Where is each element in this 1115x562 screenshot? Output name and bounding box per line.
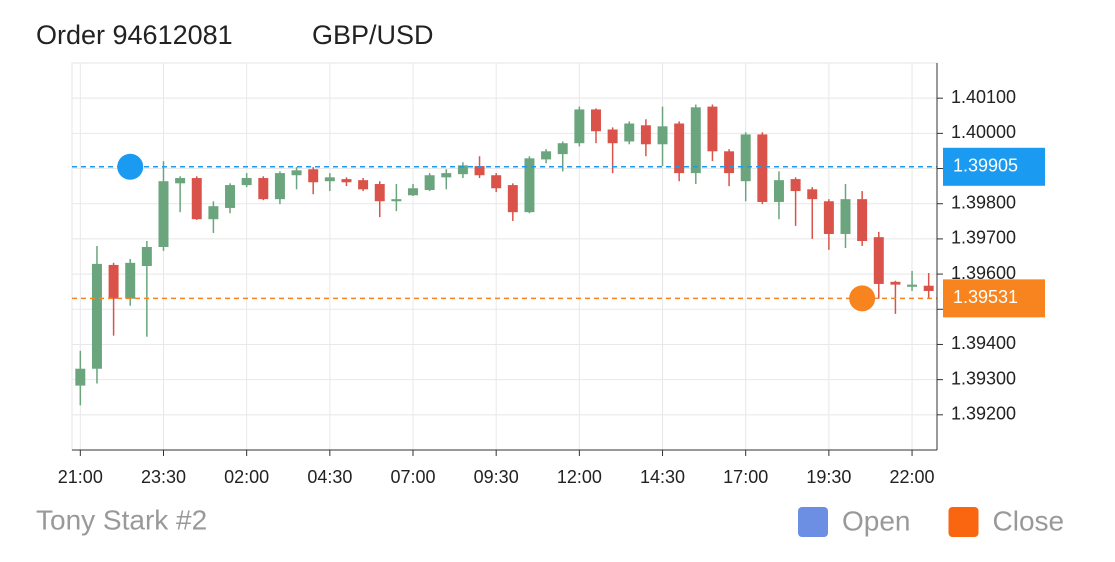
candle-body xyxy=(740,134,751,182)
candle-body xyxy=(857,199,868,242)
candle-body xyxy=(674,123,685,174)
candle-body xyxy=(491,175,502,189)
axes: 1.392001.393001.394001.395001.396001.397… xyxy=(58,63,1045,487)
candle-body xyxy=(258,178,269,200)
candle-body xyxy=(158,181,169,248)
candle-body xyxy=(291,170,302,176)
x-tick-label: 14:30 xyxy=(640,467,685,487)
y-tick-label: 1.39800 xyxy=(951,192,1016,212)
y-tick-label: 1.40000 xyxy=(951,122,1016,142)
candle-body xyxy=(141,247,152,266)
candle-body xyxy=(441,173,452,178)
plot-frame xyxy=(71,62,938,451)
x-tick-label: 22:00 xyxy=(890,467,935,487)
y-tick-label: 1.39300 xyxy=(951,368,1016,388)
y-tick-label: 1.39700 xyxy=(951,228,1016,248)
candle-body xyxy=(175,178,186,184)
candle-body xyxy=(391,199,402,202)
y-tick-label: 1.40100 xyxy=(951,87,1016,107)
legend: Open Close xyxy=(798,505,1064,537)
legend-label[interactable]: Open xyxy=(842,505,911,536)
candle-body xyxy=(541,151,552,160)
candle-body xyxy=(707,106,718,152)
candle-body xyxy=(374,184,385,202)
legend-label[interactable]: Close xyxy=(993,505,1065,536)
candle-body xyxy=(324,177,335,182)
legend-item[interactable]: Close xyxy=(948,505,1065,537)
x-tick-label: 21:00 xyxy=(58,467,103,487)
chart-title: Order 94612081 xyxy=(36,20,233,50)
candle-body xyxy=(225,185,236,208)
candle-body xyxy=(657,126,668,145)
candle-body xyxy=(408,188,418,196)
y-tick-label: 1.39400 xyxy=(951,333,1016,353)
candle-body xyxy=(823,201,834,234)
legend-item[interactable]: Open xyxy=(798,505,911,537)
x-tick-label: 19:30 xyxy=(806,467,851,487)
x-tick-label: 12:00 xyxy=(557,467,602,487)
candles xyxy=(75,104,934,406)
price-badge xyxy=(943,279,1045,318)
candle-body xyxy=(890,281,901,285)
x-tick-label: 07:00 xyxy=(390,467,435,487)
candle-body xyxy=(790,179,801,192)
candle-body xyxy=(873,237,884,284)
candle-body xyxy=(840,199,851,234)
legend-swatch[interactable] xyxy=(798,507,828,537)
footer-label: Tony Stark #2 xyxy=(36,504,207,535)
candle-body xyxy=(557,143,568,155)
candle-body xyxy=(640,125,651,145)
candle-body xyxy=(724,151,735,174)
candle-body xyxy=(757,134,768,202)
candle-body xyxy=(308,169,319,183)
candle-body xyxy=(358,180,369,190)
trade-point xyxy=(117,153,144,180)
legend-swatch[interactable] xyxy=(948,507,979,537)
candle-body xyxy=(424,175,435,191)
x-tick-label: 09:30 xyxy=(474,467,519,487)
candle-body xyxy=(524,158,535,213)
candle-body xyxy=(208,206,219,220)
candle-body xyxy=(241,178,252,186)
candle-body xyxy=(75,368,86,386)
candle-body xyxy=(125,262,136,299)
candle-body xyxy=(191,178,202,220)
price-badge-label: 1.39905 xyxy=(953,156,1018,176)
candle-body xyxy=(690,107,701,174)
candle-body xyxy=(457,165,468,175)
grid xyxy=(71,62,938,451)
candle-body xyxy=(607,129,618,144)
price-badge-label: 1.39531 xyxy=(953,287,1018,307)
candle-body xyxy=(91,263,102,369)
candle-body xyxy=(923,285,934,291)
price-badge xyxy=(943,147,1045,186)
candle-body xyxy=(574,109,585,144)
candle-body xyxy=(624,123,635,142)
candle-body xyxy=(807,189,818,200)
candle-body xyxy=(341,179,352,183)
candle-body xyxy=(773,180,784,202)
candle-body xyxy=(474,166,485,176)
x-tick-label: 04:30 xyxy=(307,467,352,487)
overlay xyxy=(72,153,937,312)
candle-body xyxy=(507,185,518,213)
x-tick-label: 23:30 xyxy=(141,467,186,487)
candle-body xyxy=(907,284,918,287)
chart-subtitle: GBP/USD xyxy=(312,20,434,50)
x-tick-label: 02:00 xyxy=(224,467,269,487)
candle-body xyxy=(108,264,119,299)
candle-body xyxy=(274,173,285,200)
candle-body xyxy=(591,109,601,132)
y-tick-label: 1.39600 xyxy=(951,263,1016,283)
y-tick-label: 1.39200 xyxy=(951,404,1016,424)
x-tick-label: 17:00 xyxy=(723,467,768,487)
trade-point xyxy=(849,285,876,312)
